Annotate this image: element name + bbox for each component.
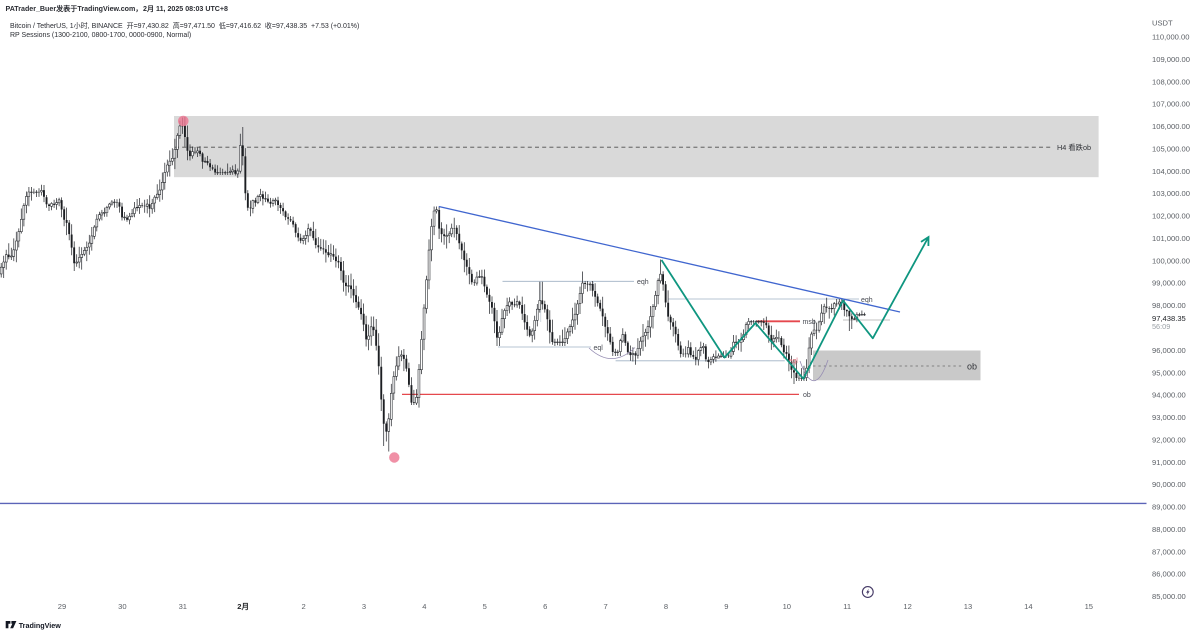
svg-text:86,000.00: 86,000.00 — [1152, 570, 1186, 579]
svg-text:98,000.00: 98,000.00 — [1152, 301, 1186, 310]
svg-text:30: 30 — [118, 602, 126, 611]
svg-text:108,000.00: 108,000.00 — [1152, 77, 1190, 86]
svg-text:14: 14 — [1024, 602, 1032, 611]
svg-text:93,000.00: 93,000.00 — [1152, 413, 1186, 422]
svg-text:110,000.00: 110,000.00 — [1152, 33, 1189, 42]
svg-text:9: 9 — [724, 602, 728, 611]
svg-text:94,000.00: 94,000.00 — [1152, 391, 1186, 400]
svg-text:13: 13 — [964, 602, 972, 611]
svg-text:4: 4 — [422, 602, 426, 611]
svg-text:31: 31 — [179, 602, 187, 611]
svg-text:5: 5 — [483, 602, 487, 611]
svg-text:7: 7 — [603, 602, 607, 611]
svg-text:107,000.00: 107,000.00 — [1152, 100, 1190, 109]
svg-text:97,438.35: 97,438.35 — [1152, 314, 1186, 323]
svg-text:29: 29 — [58, 602, 66, 611]
svg-text:106,000.00: 106,000.00 — [1152, 122, 1190, 131]
svg-text:eql: eql — [789, 358, 799, 365]
svg-text:100,000.00: 100,000.00 — [1152, 256, 1190, 265]
svg-text:11: 11 — [843, 602, 851, 611]
svg-text:96,000.00: 96,000.00 — [1152, 346, 1186, 355]
svg-text:15: 15 — [1085, 602, 1093, 611]
svg-text:ob: ob — [967, 362, 977, 372]
svg-text:88,000.00: 88,000.00 — [1152, 525, 1186, 534]
svg-text:56:09: 56:09 — [1152, 322, 1170, 331]
svg-text:89,000.00: 89,000.00 — [1152, 503, 1186, 512]
svg-text:2月: 2月 — [237, 602, 249, 611]
svg-text:102,000.00: 102,000.00 — [1152, 212, 1190, 221]
svg-text:eqh: eqh — [861, 297, 873, 304]
svg-text:12: 12 — [903, 602, 911, 611]
svg-text:92,000.00: 92,000.00 — [1152, 435, 1186, 444]
svg-text:90,000.00: 90,000.00 — [1152, 480, 1186, 489]
svg-text:H4 看跌ob: H4 看跌ob — [1057, 143, 1091, 152]
svg-text:8: 8 — [664, 602, 668, 611]
svg-text:10: 10 — [783, 602, 791, 611]
svg-text:ob: ob — [803, 392, 811, 399]
svg-text:msb: msb — [803, 319, 816, 326]
svg-text:eql: eql — [594, 345, 604, 352]
svg-text:109,000.00: 109,000.00 — [1152, 55, 1190, 64]
svg-text:104,000.00: 104,000.00 — [1152, 167, 1190, 176]
svg-text:99,000.00: 99,000.00 — [1152, 279, 1186, 288]
svg-text:3: 3 — [362, 602, 366, 611]
svg-text:85,000.00: 85,000.00 — [1152, 592, 1186, 601]
svg-text:USDT: USDT — [1152, 19, 1173, 28]
svg-text:101,000.00: 101,000.00 — [1152, 234, 1190, 243]
svg-text:103,000.00: 103,000.00 — [1152, 189, 1190, 198]
svg-text:105,000.00: 105,000.00 — [1152, 144, 1190, 153]
svg-text:2: 2 — [301, 602, 305, 611]
svg-text:91,000.00: 91,000.00 — [1152, 458, 1186, 467]
svg-text:eqh: eqh — [637, 279, 649, 286]
svg-text:6: 6 — [543, 602, 547, 611]
svg-text:95,000.00: 95,000.00 — [1152, 368, 1186, 377]
svg-text:87,000.00: 87,000.00 — [1152, 547, 1186, 556]
